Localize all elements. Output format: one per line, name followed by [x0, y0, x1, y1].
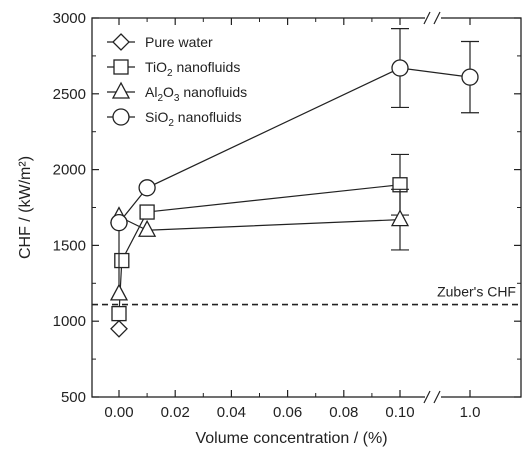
x-tick-label: 1.0 — [460, 404, 481, 421]
legend-label: Pure water — [145, 34, 213, 50]
axis-break-mark — [423, 390, 431, 404]
x-tick-label: 0.10 — [385, 404, 414, 421]
data-point-pure-water — [110, 319, 128, 338]
x-tick-label: 0.00 — [104, 404, 133, 421]
axis-break-mark — [433, 11, 441, 25]
legend-marker — [112, 108, 130, 126]
series-tio2 — [111, 153, 409, 322]
legend-label: SiO2 nanofluids — [145, 109, 242, 129]
x-tick-label: 0.08 — [329, 404, 358, 421]
axis-break-mark — [433, 390, 441, 404]
y-axis-title: CHF / (kW/m²) — [17, 156, 34, 259]
series-line-al2o3 — [118, 215, 401, 294]
data-point-sio2 — [391, 59, 409, 77]
legend-item-pure-water: Pure water — [107, 33, 213, 51]
legend-marker — [112, 33, 130, 51]
y-tick-label: 1500 — [53, 237, 86, 254]
data-point-sio2 — [138, 179, 156, 197]
x-tick-label: 0.02 — [161, 404, 190, 421]
y-tick-label: 500 — [61, 389, 86, 406]
legend-item-tio2: TiO2 nanofluids — [107, 59, 240, 79]
legend-item-al2o3: Al2O3 nanofluids — [107, 81, 247, 104]
y-tick-label: 2500 — [53, 86, 86, 103]
y-tick-label: 2000 — [53, 162, 86, 179]
data-point-tio2 — [114, 252, 130, 269]
x-tick-label: 0.06 — [273, 404, 302, 421]
series-sio2 — [110, 28, 479, 232]
x-tick-label: 0.04 — [217, 404, 246, 421]
data-point-sio2 — [461, 68, 479, 86]
data-point-tio2 — [111, 305, 127, 322]
data-point-al2o3 — [138, 219, 157, 237]
axis-break-mark — [423, 11, 431, 25]
series-line-sio2 — [118, 67, 471, 224]
series-al2o3 — [109, 188, 410, 301]
legend-label: TiO2 nanofluids — [145, 59, 240, 79]
y-tick-label: 3000 — [53, 10, 86, 27]
series-pure-water — [110, 319, 128, 338]
legend-marker — [113, 59, 129, 75]
zuber-chf-label: Zuber's CHF — [437, 284, 516, 300]
legend-label: Al2O3 nanofluids — [145, 84, 247, 104]
legend-marker — [111, 81, 131, 99]
data-point-al2o3 — [390, 209, 410, 227]
series-line-tio2 — [118, 184, 401, 314]
y-tick-label: 1000 — [53, 313, 86, 330]
data-point-al2o3 — [109, 283, 129, 301]
data-point-sio2 — [110, 214, 128, 232]
data-point-tio2 — [139, 204, 155, 220]
legend-item-sio2: SiO2 nanofluids — [107, 108, 242, 129]
x-axis-title: Volume concentration / (%) — [195, 430, 387, 447]
